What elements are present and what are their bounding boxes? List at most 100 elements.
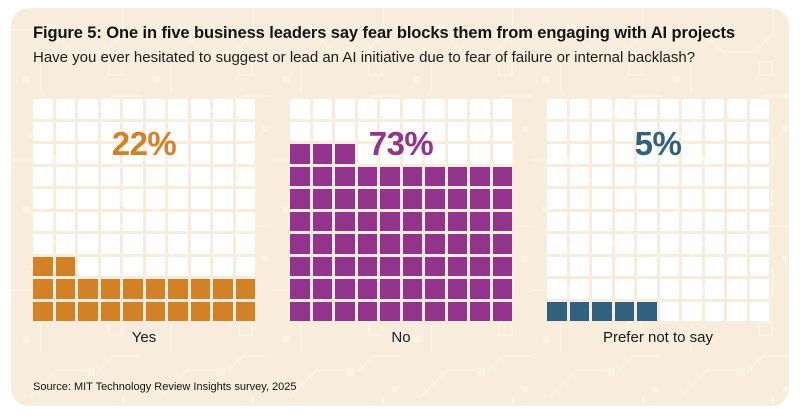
waffle-cell-empty — [614, 256, 634, 276]
waffle-cell-filled — [33, 279, 53, 299]
waffle-cell-filled — [492, 301, 512, 321]
waffle-cell-empty — [402, 144, 422, 164]
waffle-cell-empty — [749, 301, 769, 321]
waffle-cell-empty — [614, 121, 634, 141]
waffle-cell-empty — [213, 99, 233, 119]
waffle-cell-filled — [492, 189, 512, 209]
waffle-cell-filled — [492, 256, 512, 276]
waffle-cell-empty — [190, 144, 210, 164]
waffle-cell-filled — [335, 279, 355, 299]
waffle-cell-empty — [55, 144, 75, 164]
waffle-cell-empty — [55, 99, 75, 119]
waffle-cell-filled — [290, 166, 310, 186]
waffle-cell-empty — [749, 121, 769, 141]
waffle-grid — [290, 99, 512, 321]
waffle-cell-empty — [727, 234, 747, 254]
waffle-cell-filled — [470, 211, 490, 231]
waffle-cell-empty — [682, 234, 702, 254]
waffle-cell-empty — [637, 279, 657, 299]
waffle-cell-empty — [33, 189, 53, 209]
waffle-cell-filled — [380, 234, 400, 254]
waffle-cell-empty — [592, 256, 612, 276]
waffle-cell-empty — [547, 279, 567, 299]
waffle-cell-empty — [402, 121, 422, 141]
waffle-chart-prefer-not-to-say: 5% Prefer not to say — [547, 99, 769, 346]
waffle-cell-empty — [235, 99, 255, 119]
waffle-cell-empty — [447, 121, 467, 141]
waffle-cell-empty — [704, 121, 724, 141]
waffle-cell-empty — [425, 144, 445, 164]
waffle-cell-empty — [380, 121, 400, 141]
waffle-cell-empty — [55, 166, 75, 186]
waffle-cell-filled — [78, 301, 98, 321]
waffle-cell-empty — [614, 144, 634, 164]
waffle-cell-empty — [659, 121, 679, 141]
waffle-cell-filled — [335, 256, 355, 276]
waffle-cell-empty — [659, 166, 679, 186]
waffle-cell-empty — [100, 99, 120, 119]
waffle-cell-empty — [123, 211, 143, 231]
category-label: Yes — [131, 329, 157, 346]
waffle-cell-empty — [380, 99, 400, 119]
waffle-cell-empty — [123, 99, 143, 119]
waffle-cell-filled — [290, 256, 310, 276]
waffle-cell-empty — [168, 121, 188, 141]
waffle-grid — [33, 99, 255, 321]
source-note: Source: MIT Technology Review Insights s… — [33, 381, 297, 393]
waffle-cell-empty — [123, 256, 143, 276]
waffle-cell-empty — [145, 234, 165, 254]
waffle-cell-filled — [425, 234, 445, 254]
waffle-cell-filled — [335, 234, 355, 254]
waffle-cell-empty — [727, 144, 747, 164]
waffle-cell-filled — [380, 279, 400, 299]
waffle-cell-empty — [614, 279, 634, 299]
waffle-cell-empty — [682, 301, 702, 321]
waffle-cell-empty — [547, 189, 567, 209]
waffle-cell-empty — [492, 121, 512, 141]
waffle-cell-empty — [569, 211, 589, 231]
waffle-cell-empty — [749, 144, 769, 164]
value-label: 22% — [111, 125, 177, 162]
waffle-cell-empty — [213, 234, 233, 254]
waffle-cell-empty — [78, 211, 98, 231]
waffle-cell-filled — [357, 166, 377, 186]
waffle-cell-filled — [402, 279, 422, 299]
waffle-cell-empty — [168, 166, 188, 186]
waffle-cell-filled — [492, 234, 512, 254]
waffle-cell-empty — [569, 234, 589, 254]
waffle-cell-empty — [55, 211, 75, 231]
waffle-cell-filled — [380, 256, 400, 276]
waffle-cell-filled — [55, 279, 75, 299]
waffle-cell-filled — [168, 301, 188, 321]
waffle-cell-filled — [492, 211, 512, 231]
waffle-cell-empty — [235, 211, 255, 231]
waffle-cell-filled — [380, 211, 400, 231]
waffle-cell-filled — [290, 301, 310, 321]
waffle-cell-filled — [335, 301, 355, 321]
waffle-cell-empty — [447, 99, 467, 119]
waffle-cell-filled — [614, 301, 634, 321]
waffle-cell-empty — [704, 166, 724, 186]
waffle-cell-empty — [547, 234, 567, 254]
waffle-cell-empty — [78, 189, 98, 209]
waffle-cell-empty — [614, 211, 634, 231]
waffle-cell-empty — [55, 121, 75, 141]
waffle-cell-empty — [190, 121, 210, 141]
waffle-cell-empty — [78, 99, 98, 119]
waffle-cell-empty — [78, 256, 98, 276]
waffle-cell-empty — [235, 144, 255, 164]
waffle-cell-empty — [749, 189, 769, 209]
waffle-cell-empty — [123, 189, 143, 209]
waffle-cell-empty — [145, 144, 165, 164]
waffle-cell-empty — [592, 144, 612, 164]
waffle-cell-empty — [727, 166, 747, 186]
waffle-cell-empty — [614, 99, 634, 119]
value-label: 73% — [368, 125, 434, 162]
waffle-cell-filled — [425, 256, 445, 276]
waffle-cell-empty — [727, 256, 747, 276]
waffle-cell-empty — [682, 121, 702, 141]
waffle-cell-filled — [447, 301, 467, 321]
waffle-grid — [547, 99, 769, 321]
waffle-cell-empty — [213, 256, 233, 276]
figure-content: Figure 5: One in five business leaders s… — [11, 8, 789, 406]
